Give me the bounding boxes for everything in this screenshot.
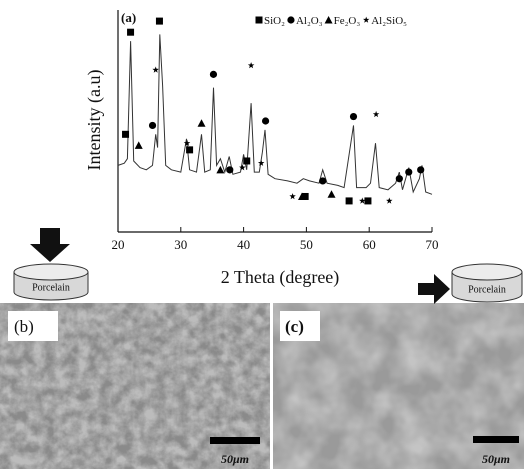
marker-square [186, 146, 194, 154]
cylinder-body [451, 272, 523, 303]
marker-star [152, 66, 159, 73]
panel-label: (b) [14, 317, 34, 336]
legend-symbol [324, 16, 333, 24]
arrow-down [30, 228, 70, 262]
label-box [280, 311, 320, 341]
x-tick-label: 50 [300, 237, 313, 252]
marker-triangle [197, 119, 206, 127]
marker-star [258, 159, 265, 166]
marker-star [386, 197, 393, 204]
panel-label: (a) [121, 10, 136, 25]
marker-square [301, 192, 309, 200]
x-tick-label: 40 [237, 237, 250, 252]
marker-square [127, 28, 135, 36]
marker-square [243, 157, 251, 165]
legend-symbol [287, 16, 295, 24]
panel-label: (c) [285, 317, 304, 336]
marker-square [345, 197, 353, 205]
marker-star [183, 139, 191, 146]
legend-label: Fe₂O₃ [334, 15, 361, 27]
sample-left: Porcelain [13, 228, 89, 301]
legend-label: SiO₂ [264, 15, 285, 27]
marker-circle [405, 168, 413, 176]
marker-star [372, 110, 380, 118]
marker-star [359, 197, 366, 204]
sample-right: Porcelain [418, 263, 523, 304]
x-axis-label: 2 Theta (degree) [221, 267, 340, 288]
marker-circle [226, 166, 234, 174]
cylinder-top [13, 263, 89, 281]
marker-star [247, 62, 255, 69]
arrow-right [418, 274, 450, 304]
marker-circle [209, 70, 218, 78]
x-tick-label: 20 [112, 237, 125, 252]
x-tick-label: 30 [174, 237, 187, 252]
legend-label: Al₂O₃ [296, 15, 323, 27]
marker-triangle [134, 141, 143, 149]
scale-bar [473, 436, 519, 443]
marker-square [122, 130, 130, 138]
marker-circle [417, 166, 425, 174]
marker-square [155, 17, 163, 25]
legend-symbol [363, 16, 370, 23]
marker-star [239, 164, 246, 171]
marker-square [364, 197, 372, 205]
marker-star [289, 193, 296, 200]
marker-circle [395, 175, 403, 183]
legend-symbol [255, 16, 263, 24]
marker-circle [349, 112, 358, 121]
marker-circle [319, 177, 327, 185]
label-box [8, 311, 58, 341]
xrd-chart: (a) 2 Theta (degree) Intensity (a.u) 20 3… [84, 10, 439, 288]
marker-triangle [327, 190, 336, 198]
spectrum-line [117, 34, 433, 195]
scale-bar [210, 437, 260, 444]
scale-bar-label: 50μm [221, 452, 249, 466]
y-axis-label: Intensity (a.u) [84, 70, 105, 171]
legend-label: Al₂SiO₅ [371, 15, 407, 27]
panel-c: (c) 50μm [273, 303, 524, 469]
cylinder-top [451, 263, 523, 281]
sample-label: Porcelain [468, 284, 506, 295]
x-tick-label: 60 [363, 237, 376, 252]
marker-circle [261, 117, 270, 125]
marker-triangle [216, 165, 225, 174]
panel-b: (b) 50μm [0, 303, 270, 469]
x-tick-label: 70 [426, 237, 439, 252]
scale-bar-label: 50μm [482, 452, 510, 466]
marker-circle [148, 121, 157, 130]
sample-label: Porcelain [32, 282, 70, 293]
marker-triangle [298, 192, 307, 200]
